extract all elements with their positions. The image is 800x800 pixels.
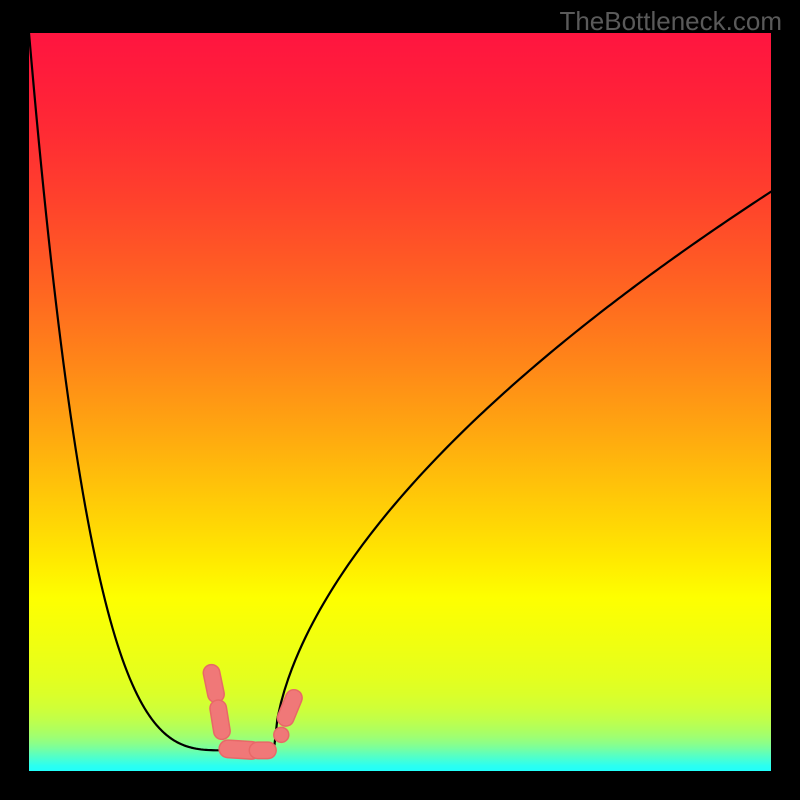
data-marker: [218, 708, 222, 731]
data-marker: [286, 698, 294, 718]
gradient-background: [29, 33, 771, 771]
data-marker: [228, 749, 252, 750]
chart-plot-area: [29, 33, 771, 771]
watermark-text: TheBottleneck.com: [559, 6, 782, 37]
data-marker: [212, 673, 216, 694]
data-marker: [274, 727, 289, 742]
